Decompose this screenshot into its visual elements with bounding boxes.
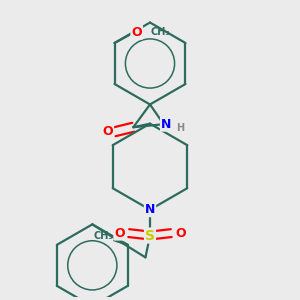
Text: S: S [145,229,155,242]
Text: O: O [131,26,142,39]
Text: CH₃: CH₃ [150,27,170,38]
Text: O: O [103,125,113,138]
Text: O: O [114,226,125,240]
Text: N: N [161,118,171,131]
Text: CH₃: CH₃ [93,231,112,241]
Text: O: O [175,226,186,240]
Text: H: H [176,123,184,133]
Text: N: N [145,203,155,216]
